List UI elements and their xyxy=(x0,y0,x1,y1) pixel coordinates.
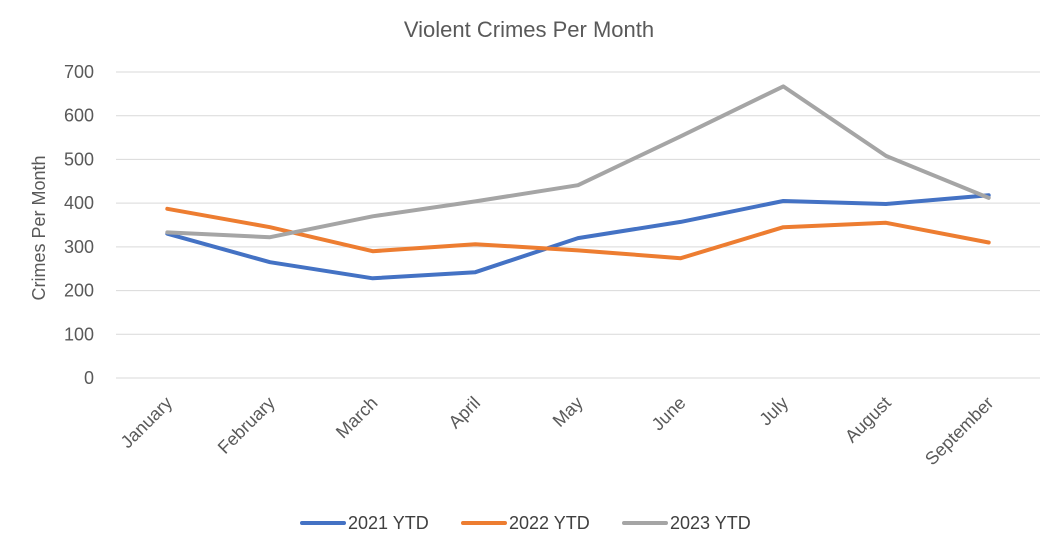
legend-item[interactable]: 2023 YTD xyxy=(622,513,751,533)
y-axis-tick-labels: 0 100 200 300 400 500 600 700 xyxy=(64,62,94,388)
x-tick-label: February xyxy=(214,393,279,458)
x-axis-tick-labels: January February March April May June July Augu… xyxy=(117,393,998,469)
legend-label: 2022 YTD xyxy=(509,513,590,533)
y-tick-label: 100 xyxy=(64,324,94,344)
series-lines xyxy=(165,84,991,281)
x-tick-label: May xyxy=(549,393,587,431)
x-tick-label: June xyxy=(648,393,690,435)
x-tick-label: January xyxy=(117,393,176,452)
series-line-2021-ytd xyxy=(165,193,991,281)
series-line-2023-ytd xyxy=(165,84,991,240)
x-tick-label: April xyxy=(445,393,485,433)
x-tick-label: March xyxy=(332,393,382,443)
legend-item[interactable]: 2021 YTD xyxy=(300,513,429,533)
legend-label: 2023 YTD xyxy=(670,513,751,533)
y-tick-label: 300 xyxy=(64,237,94,257)
x-tick-label: September xyxy=(921,393,997,469)
x-tick-label: August xyxy=(841,393,895,447)
series-line-2022-ytd xyxy=(165,206,991,261)
legend-label: 2021 YTD xyxy=(348,513,429,533)
y-tick-label: 700 xyxy=(64,62,94,82)
y-tick-label: 200 xyxy=(64,281,94,301)
y-tick-label: 400 xyxy=(64,193,94,213)
gridlines xyxy=(116,71,1040,379)
legend[interactable]: 2021 YTD 2022 YTD 2023 YTD xyxy=(300,513,751,533)
x-tick-label: July xyxy=(755,393,792,430)
chart-title: Violent Crimes Per Month xyxy=(404,17,654,42)
y-tick-label: 600 xyxy=(64,106,94,126)
y-tick-label: 500 xyxy=(64,149,94,169)
legend-item[interactable]: 2022 YTD xyxy=(461,513,590,533)
y-axis-title: Crimes Per Month xyxy=(29,155,49,300)
y-tick-label: 0 xyxy=(84,368,94,388)
